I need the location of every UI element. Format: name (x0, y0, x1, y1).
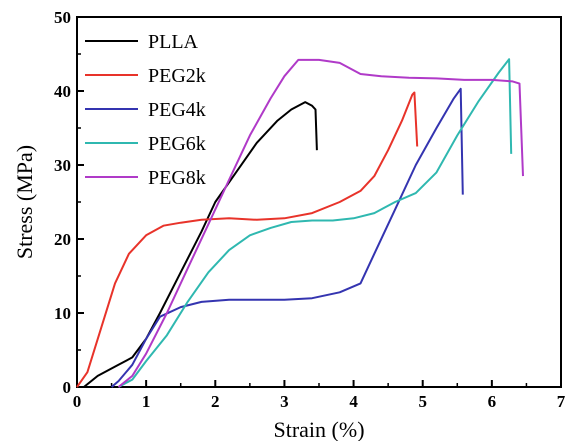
x-tick-label: 7 (557, 392, 566, 411)
series-layer (76, 58, 524, 388)
y-tick-label: 50 (54, 8, 71, 27)
axis-ticks: 0 1 2 3 4 5 6 7 0 10 20 30 40 50 (54, 8, 566, 411)
legend-label-peg8k: PEG8k (148, 167, 206, 189)
y-tick-label: 0 (63, 378, 72, 397)
series-line-peg6k (118, 58, 513, 388)
series-line-plla (83, 101, 318, 388)
x-tick-label: 0 (73, 392, 82, 411)
series-line-peg4k (110, 87, 464, 388)
legend: PLLA PEG2k PEG4k PEG6k PEG8k (85, 31, 206, 189)
legend-label-peg6k: PEG6k (148, 133, 206, 155)
y-tick-label: 20 (54, 230, 71, 249)
x-tick-label: 5 (418, 392, 427, 411)
legend-label-peg4k: PEG4k (148, 99, 206, 121)
x-tick-label: 6 (488, 392, 497, 411)
x-tick-label: 4 (349, 392, 358, 411)
x-axis-title: Strain (%) (273, 417, 364, 441)
x-tick-label: 3 (280, 392, 289, 411)
legend-label-plla: PLLA (148, 31, 199, 53)
y-axis-title: Stress (MPa) (12, 145, 37, 259)
series-line-peg2k (76, 91, 419, 388)
y-tick-label: 10 (54, 304, 71, 323)
y-tick-label: 30 (54, 156, 71, 175)
y-tick-label: 40 (54, 82, 71, 101)
legend-label-peg2k: PEG2k (148, 65, 206, 87)
series-line-peg8k (117, 58, 524, 388)
x-tick-label: 1 (142, 392, 151, 411)
x-tick-label: 2 (211, 392, 220, 411)
